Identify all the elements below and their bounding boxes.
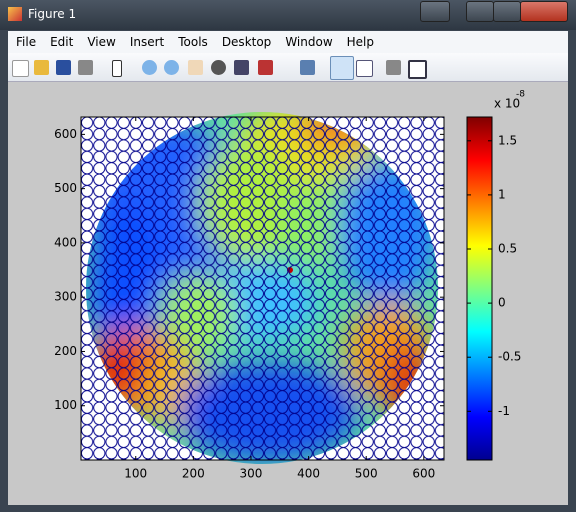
menu-item[interactable]: View [87,35,116,49]
zoom-out-icon[interactable] [164,60,179,75]
colorbar [466,116,493,461]
figure-area: x 10 -8 100 200 300 400 500 600 100 200 300 400 50… [8,82,568,505]
x-tick-label: 300 [240,467,263,481]
window-title: Figure 1 [28,7,77,21]
y-tick-label: 600 [54,127,77,141]
maximize-button[interactable] [493,1,521,22]
pan-icon[interactable] [188,60,203,75]
y-tick-label: 100 [54,398,77,412]
y-tick-label: 500 [54,181,77,195]
zoom-in-icon[interactable] [142,60,157,75]
menu-item[interactable]: Edit [50,35,74,49]
colorbar-tick-label: 1.5 [498,133,517,147]
save-icon[interactable] [56,60,71,75]
close-button[interactable] [520,1,568,22]
show-tools-icon[interactable] [408,60,427,79]
dock-button[interactable] [420,1,450,22]
colorbar-exponent-label: x 10 [494,97,520,111]
menu-item[interactable]: Help [346,35,374,49]
x-tick-label: 200 [182,467,205,481]
datacursor-icon[interactable] [234,60,249,75]
colorbar-tick-label: 0 [498,296,506,310]
print-icon[interactable] [78,60,93,75]
menu-item[interactable]: Window [285,35,333,49]
menu-item[interactable]: Tools [178,35,208,49]
link-icon[interactable] [300,60,315,75]
x-tick-label: 500 [355,467,378,481]
menu-item[interactable]: Desktop [221,35,272,49]
brush-icon[interactable] [258,60,273,75]
rotate-icon[interactable] [211,60,226,75]
y-tick-label: 300 [54,290,77,304]
grid-markers [81,117,444,460]
menu-item[interactable]: Insert [129,35,165,49]
menu-bar: File Edit View Insert Tools Desktop Window Help [8,31,568,53]
toolbar [8,53,568,82]
colorbar-tick-label: 1 [498,187,506,201]
axes-box [80,116,445,461]
pointer-icon[interactable] [112,60,122,77]
legend-icon[interactable] [356,60,373,77]
y-tick-label: 400 [54,235,77,249]
chart: x 10 -8 100 200 300 400 500 600 100 200 300 400 50… [54,90,525,481]
new-icon[interactable] [12,60,29,77]
colorbar-tick-label: -1 [498,404,510,418]
hide-tools-icon[interactable] [386,60,401,75]
x-tick-label: 600 [412,467,435,481]
minimize-button[interactable] [466,1,494,22]
colorbar-exponent: -8 [516,90,525,100]
open-icon[interactable] [34,60,49,75]
app-icon [8,7,22,21]
colorbar-tick-label: -0.5 [498,350,521,364]
menu-item[interactable]: File [16,35,37,49]
title-bar: Figure 1 [0,0,576,30]
x-tick-label: 400 [297,467,320,481]
x-tick-label: 100 [124,467,147,481]
y-tick-label: 200 [54,344,77,358]
colorbar-icon[interactable] [330,56,354,80]
colorbar-tick-label: 0.5 [498,242,517,256]
